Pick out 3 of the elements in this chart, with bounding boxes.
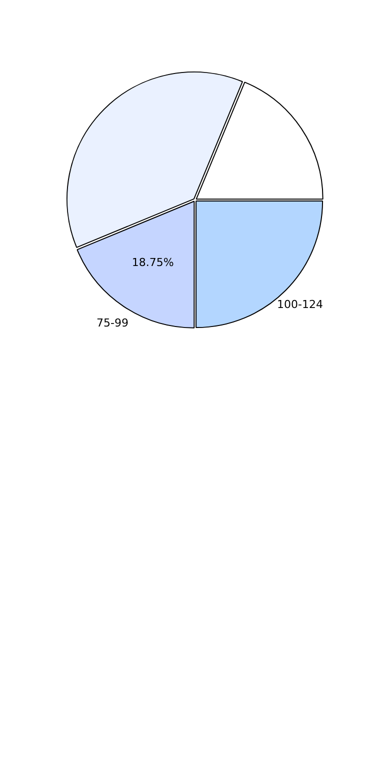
slice-label: 100-124	[277, 298, 323, 311]
data-label: 18.75%	[132, 256, 174, 269]
slice-label: 75-99	[96, 316, 128, 330]
